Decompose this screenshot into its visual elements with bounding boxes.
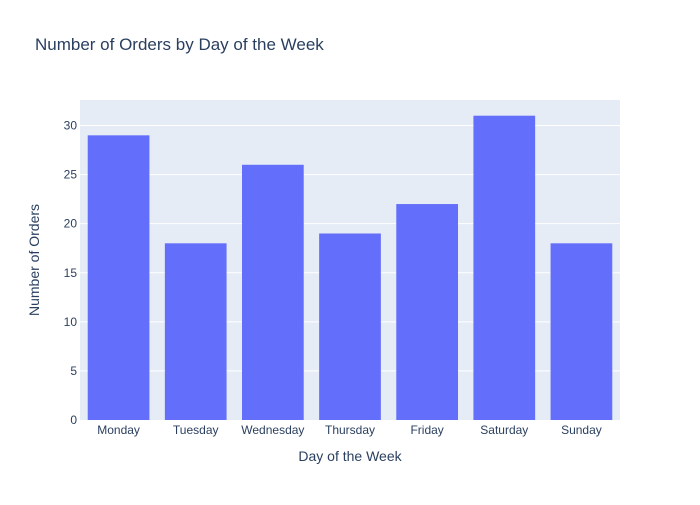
bar-wednesday[interactable] [242,164,304,420]
y-tick-label: 25 [64,168,78,182]
y-tick-label: 5 [70,364,77,378]
bar-monday[interactable] [87,135,150,421]
y-tick-label: 0 [70,413,77,427]
x-axis-label: Day of the Week [298,448,402,464]
x-tick-label: Sunday [561,423,602,437]
x-tick-label: Saturday [480,423,528,437]
x-tick-label: Monday [97,423,140,437]
y-tick-label: 30 [64,119,78,133]
y-tick-label: 20 [64,217,78,231]
bar-friday[interactable] [396,204,458,420]
bar-thursday[interactable] [319,233,381,420]
x-tick-label: Thursday [325,423,375,437]
x-axis-ticks: Monday Tuesday Wednesday Thursday Friday Satu… [97,423,602,437]
y-axis-label: Number of Orders [26,204,42,316]
x-tick-label: Friday [410,423,443,437]
y-tick-label: 15 [64,266,78,280]
bar-saturday[interactable] [473,115,536,421]
x-tick-label: Wednesday [241,423,304,437]
bar-tuesday[interactable] [164,243,227,420]
y-tick-label: 10 [64,315,78,329]
bars [87,115,613,421]
y-axis-ticks: 0 5 10 15 20 25 30 [64,119,78,427]
chart-title: Number of Orders by Day of the Week [35,35,324,54]
bar-sunday[interactable] [550,243,613,420]
x-tick-label: Tuesday [173,423,219,437]
